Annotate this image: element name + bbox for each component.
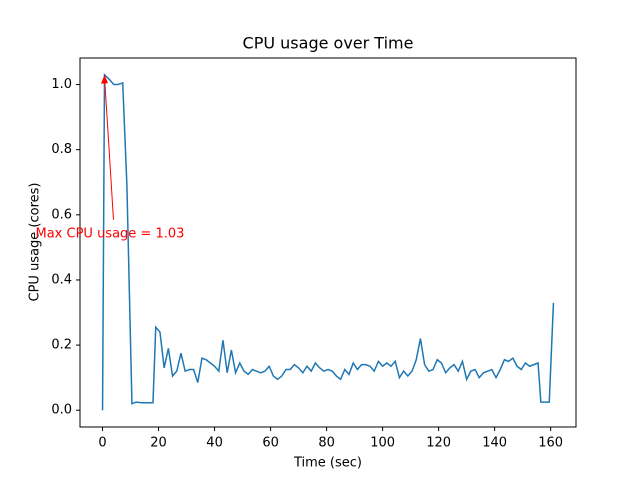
x-tick-label: 160 xyxy=(538,436,563,451)
y-axis-label: CPU usage (cores) xyxy=(28,183,43,302)
chart-title: CPU usage over Time xyxy=(243,34,414,53)
data-line xyxy=(101,73,555,411)
x-tick-label: 100 xyxy=(370,436,395,451)
x-tick-label: 0 xyxy=(98,436,106,451)
x-tick-label: 80 xyxy=(318,436,335,451)
y-tick-label: 0.4 xyxy=(51,272,72,287)
x-tick-label: 120 xyxy=(426,436,451,451)
y-tick-label: 1.0 xyxy=(51,77,72,92)
x-tick-label: 20 xyxy=(150,436,167,451)
y-tick-label: 0.6 xyxy=(51,207,72,222)
x-tick-label: 60 xyxy=(262,436,279,451)
annotation-text: Max CPU usage = 1.03 xyxy=(36,226,185,241)
x-tick-label: 140 xyxy=(482,436,507,451)
y-tick-label: 0.2 xyxy=(51,338,72,353)
x-axis-label: Time (sec) xyxy=(293,456,362,471)
plot-frame xyxy=(79,57,577,428)
annotation-arrowhead xyxy=(101,74,109,84)
annotation-arrow xyxy=(104,76,115,220)
y-tick-label: 0.0 xyxy=(51,403,72,418)
y-tick-label: 0.8 xyxy=(51,142,72,157)
x-tick-label: 40 xyxy=(206,436,223,451)
